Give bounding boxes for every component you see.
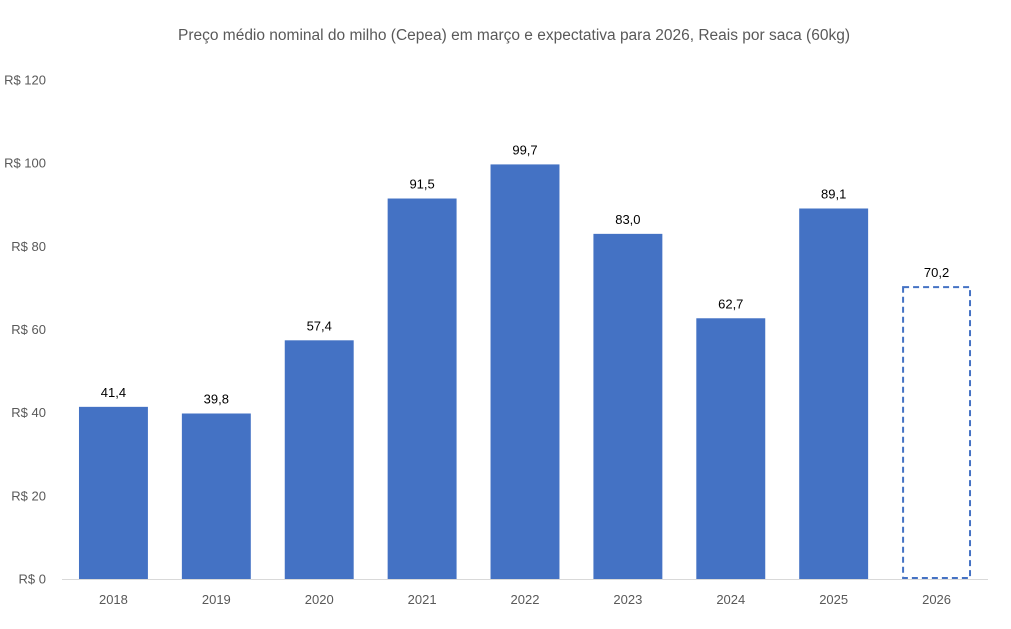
bar [78, 406, 148, 579]
x-tick-label: 2021 [408, 592, 437, 607]
bar [387, 198, 457, 579]
bar [284, 340, 354, 579]
x-tick-label: 2023 [613, 592, 642, 607]
x-tick-label: 2022 [511, 592, 540, 607]
y-tick-label: R$ 100 [4, 156, 46, 171]
data-label: 39,8 [204, 391, 229, 406]
data-label: 91,5 [409, 177, 434, 192]
x-tick-label: 2026 [922, 592, 951, 607]
bars [78, 164, 972, 579]
data-label: 83,0 [615, 212, 640, 227]
bar [593, 233, 663, 579]
data-labels: 41,4 39,8 57,4 91,5 99,7 83,0 62,7 89,1 70,2 [101, 142, 949, 406]
bar [799, 208, 869, 579]
x-axis-ticks: 2018 2019 2020 2021 2022 2023 2024 2025 2026 [99, 592, 951, 607]
data-label: 62,7 [718, 296, 743, 311]
data-label: 99,7 [512, 142, 537, 157]
y-tick-label: R$ 120 [4, 73, 46, 88]
data-label: 70,2 [924, 265, 949, 280]
bar [181, 413, 251, 579]
data-label: 57,4 [307, 318, 332, 333]
y-tick-label: R$ 60 [11, 322, 46, 337]
y-tick-label: R$ 20 [11, 488, 46, 503]
y-tick-label: R$ 0 [19, 572, 46, 587]
data-label: 41,4 [101, 385, 126, 400]
y-axis-ticks: R$ 0 R$ 20 R$ 40 R$ 60 R$ 80 R$ 100 R$ 120 [4, 73, 46, 587]
y-tick-label: R$ 80 [11, 239, 46, 254]
x-tick-label: 2025 [819, 592, 848, 607]
x-tick-label: 2024 [716, 592, 745, 607]
y-tick-label: R$ 40 [11, 405, 46, 420]
x-tick-label: 2020 [305, 592, 334, 607]
chart-title: Preço médio nominal do milho (Cepea) em … [178, 27, 850, 44]
x-tick-label: 2018 [99, 592, 128, 607]
data-label: 89,1 [821, 186, 846, 201]
bar [696, 318, 766, 579]
bar-projected [902, 286, 972, 579]
bar [490, 164, 560, 579]
x-tick-label: 2019 [202, 592, 231, 607]
